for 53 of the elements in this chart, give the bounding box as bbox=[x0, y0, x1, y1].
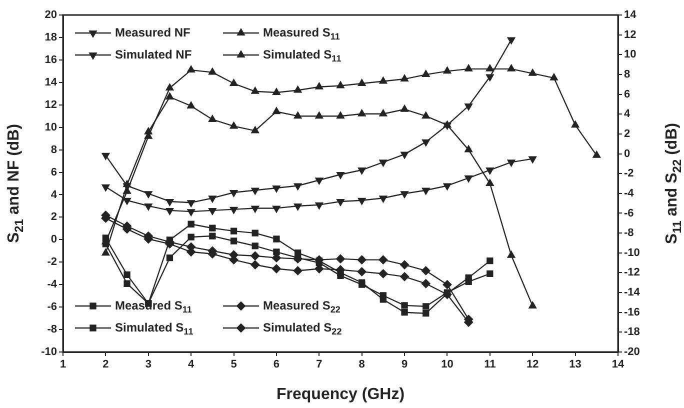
x-tick-label: 2 bbox=[102, 358, 109, 371]
x-tick-label: 11 bbox=[484, 358, 496, 371]
x-tick-label: 7 bbox=[316, 358, 322, 371]
y2-tick-label: -14 bbox=[624, 286, 641, 299]
y-tick-label: 12 bbox=[44, 98, 57, 111]
y2-tick-label: -2 bbox=[624, 168, 634, 180]
y-tick-label: 16 bbox=[44, 54, 57, 66]
x-tick-label: 14 bbox=[612, 358, 625, 371]
y2-tick-label: 0 bbox=[624, 148, 630, 160]
legend-label: Simulated NF bbox=[115, 47, 192, 62]
y-tick-label: 4 bbox=[50, 188, 58, 201]
x-tick-label: 8 bbox=[358, 358, 365, 371]
y-tick-label: 10 bbox=[44, 121, 57, 134]
y2-tick-label: 8 bbox=[624, 68, 630, 80]
y2-tick-label: -20 bbox=[624, 346, 640, 358]
y2-tick-label: 4 bbox=[624, 108, 631, 120]
y-axis-title: S21 and NF (dB) bbox=[5, 124, 26, 244]
y-tick-label: -2 bbox=[47, 256, 57, 268]
x-tick-label: 1 bbox=[60, 358, 66, 371]
x-tick-label: 3 bbox=[145, 358, 152, 371]
y2-tick-label: 12 bbox=[624, 28, 636, 41]
y-tick-label: -4 bbox=[47, 278, 58, 291]
y-tick-label: 8 bbox=[50, 144, 57, 156]
y2-tick-label: 14 bbox=[624, 9, 638, 22]
x-tick-label: 6 bbox=[273, 358, 280, 371]
y-tick-label: -8 bbox=[47, 324, 57, 336]
y2-tick-label: -18 bbox=[624, 326, 640, 338]
y2-tick-label: -12 bbox=[624, 266, 640, 279]
y-tick-label: 14 bbox=[44, 76, 58, 88]
y-tick-label: 6 bbox=[50, 166, 57, 178]
y-tick-label: 20 bbox=[44, 9, 57, 22]
y-tick-label: 18 bbox=[44, 32, 57, 44]
y2-tick-label: -16 bbox=[624, 306, 640, 318]
legend-label: Measured NF bbox=[115, 25, 190, 40]
x-tick-label: 12 bbox=[526, 358, 539, 371]
y2-tick-label: 10 bbox=[624, 48, 636, 61]
y2-tick-label: -6 bbox=[624, 207, 634, 220]
y2-axis-title: S11 and S22 (dB) bbox=[663, 122, 684, 244]
y2-tick-label: -4 bbox=[624, 187, 635, 200]
x-tick-label: 4 bbox=[188, 358, 196, 371]
y2-tick-label: -10 bbox=[624, 246, 640, 259]
x-tick-label: 13 bbox=[569, 358, 582, 371]
y2-tick-label: 2 bbox=[624, 128, 630, 140]
x-tick-label: 10 bbox=[441, 358, 454, 371]
x-tick-label: 9 bbox=[401, 358, 408, 371]
y-tick-label: -6 bbox=[47, 301, 57, 314]
y-tick-label: 2 bbox=[50, 211, 57, 224]
y-tick-label: 0 bbox=[50, 234, 57, 246]
y-tick-label: -10 bbox=[41, 346, 57, 358]
y2-tick-label: 6 bbox=[624, 88, 630, 100]
x-tick-label: 5 bbox=[230, 358, 237, 371]
y2-tick-label: -8 bbox=[624, 227, 634, 240]
x-axis-title: Frequency (GHz) bbox=[276, 386, 405, 403]
